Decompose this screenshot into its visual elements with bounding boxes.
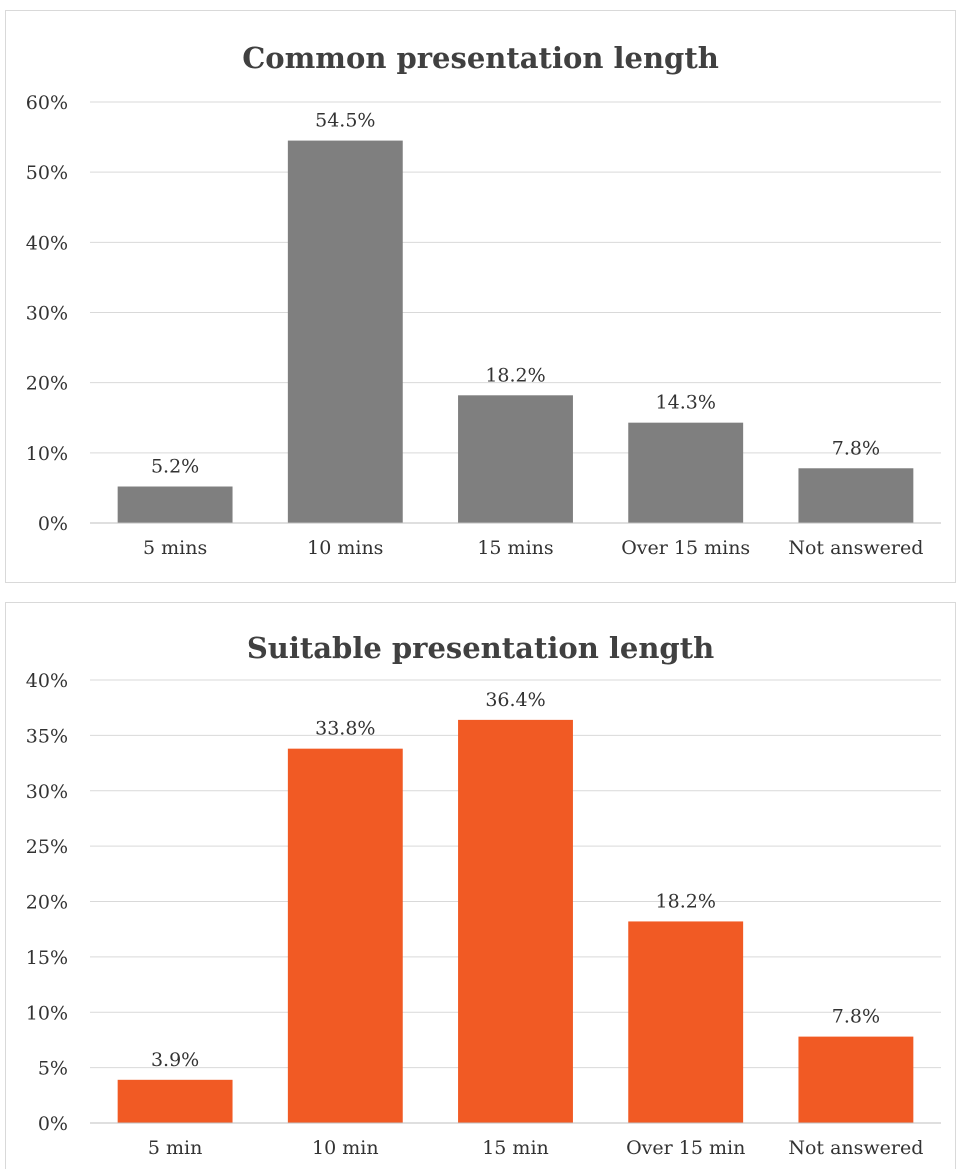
data-label: 7.8% bbox=[832, 437, 880, 459]
x-category-label: Over 15 min bbox=[626, 1137, 745, 1159]
y-tick-label: 0% bbox=[38, 1113, 68, 1135]
bar bbox=[798, 1036, 914, 1123]
bar bbox=[458, 719, 573, 1123]
x-category-label: 15 min bbox=[482, 1137, 549, 1159]
data-label: 7.8% bbox=[832, 1006, 880, 1028]
x-category-label: Not answered bbox=[788, 1137, 923, 1159]
x-category-label: 10 mins bbox=[307, 537, 383, 559]
y-tick-label: 30% bbox=[26, 303, 68, 325]
y-tick-label: 50% bbox=[26, 162, 68, 184]
y-tick-label: 40% bbox=[26, 670, 68, 692]
chart-plot-common: 0% 10% 20% 30% 40% 50% 60% 5.2% 5 mins 54.5% 10 mi… bbox=[26, 92, 941, 559]
data-label: 33.8% bbox=[315, 718, 375, 740]
x-category-label: 15 mins bbox=[477, 537, 553, 559]
data-label: 18.2% bbox=[485, 364, 545, 386]
y-tick-label: 20% bbox=[26, 892, 68, 914]
y-tick-label: 10% bbox=[26, 443, 68, 465]
y-tick-label: 20% bbox=[26, 373, 68, 395]
y-tick-label: 5% bbox=[38, 1058, 68, 1080]
bar bbox=[117, 1079, 233, 1123]
chart-title: Common presentation length bbox=[242, 41, 719, 75]
data-label: 54.5% bbox=[315, 110, 375, 132]
y-tick-label: 0% bbox=[38, 513, 68, 535]
bar bbox=[458, 395, 573, 523]
data-label: 18.2% bbox=[656, 890, 716, 912]
bar bbox=[628, 921, 744, 1123]
y-tick-label: 40% bbox=[26, 232, 68, 254]
bar bbox=[798, 468, 914, 523]
bar bbox=[287, 748, 403, 1123]
y-tick-label: 25% bbox=[26, 836, 68, 858]
bar bbox=[117, 486, 233, 523]
chart-suitable-length: Suitable presentation length 0% 5% 10% 15% 2… bbox=[5, 602, 956, 1169]
x-category-label: 5 min bbox=[148, 1137, 202, 1159]
data-label: 14.3% bbox=[656, 392, 716, 414]
bar bbox=[287, 140, 403, 523]
data-label: 3.9% bbox=[151, 1049, 199, 1071]
data-label: 36.4% bbox=[485, 689, 545, 711]
chart-plot-suitable: 0% 5% 10% 15% 20% 25% 30% 35% 40% 3.9% 5 min 33.8% 1… bbox=[26, 670, 941, 1159]
y-tick-label: 15% bbox=[26, 947, 68, 969]
x-category-label: Not answered bbox=[788, 537, 923, 559]
chart-common-length: Common presentation length 0% 10% 20% 30% 40… bbox=[5, 10, 956, 583]
y-tick-label: 30% bbox=[26, 781, 68, 803]
bar bbox=[628, 422, 744, 523]
y-tick-label: 10% bbox=[26, 1002, 68, 1024]
data-label: 5.2% bbox=[151, 456, 199, 478]
y-tick-label: 35% bbox=[26, 725, 68, 747]
chart-title: Suitable presentation length bbox=[246, 631, 715, 665]
x-category-label: 10 min bbox=[312, 1137, 379, 1159]
y-tick-label: 60% bbox=[26, 92, 68, 114]
x-category-label: 5 mins bbox=[143, 537, 207, 559]
x-category-label: Over 15 mins bbox=[621, 537, 750, 559]
